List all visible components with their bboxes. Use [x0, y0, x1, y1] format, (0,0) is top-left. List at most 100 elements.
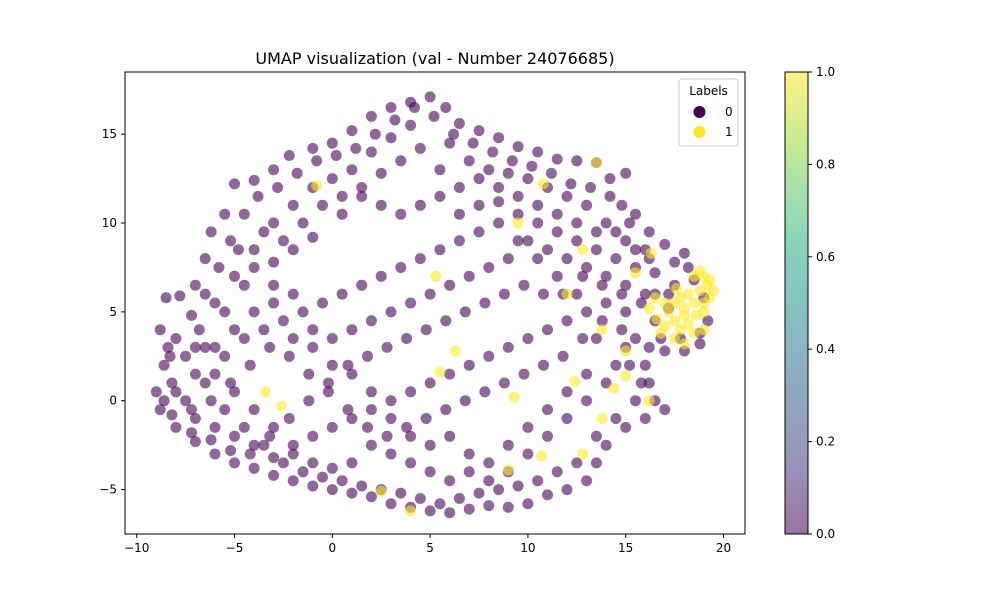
point-label-1-48: [260, 386, 272, 398]
point-label-1-25: [669, 333, 681, 344]
colorbar-frame: [784, 71, 809, 535]
point-label-0-198: [596, 315, 608, 327]
point-label-0-120: [287, 439, 299, 451]
point-label-0-110: [483, 350, 495, 362]
colorbar-tick-label: 0.4: [816, 342, 835, 356]
point-label-0-332: [493, 196, 505, 208]
point-label-0-241: [506, 155, 518, 167]
point-label-0-273: [189, 341, 201, 353]
point-label-0-114: [405, 386, 417, 398]
point-label-0-97: [610, 253, 622, 265]
point-label-0-285: [414, 493, 426, 504]
point-label-0-268: [287, 333, 299, 344]
point-label-0-366: [158, 395, 170, 407]
point-label-0-308: [444, 430, 456, 442]
point-label-0-54: [542, 489, 553, 501]
point-label-0-302: [561, 413, 573, 424]
point-label-0-22: [473, 125, 485, 137]
legend-label-1: 1: [725, 125, 733, 139]
point-label-0-132: [356, 279, 368, 291]
point-label-0-180: [405, 119, 417, 131]
point-label-0-171: [229, 270, 240, 282]
point-label-0-190: [620, 235, 632, 247]
point-label-0-67: [287, 475, 299, 487]
point-label-0-88: [434, 164, 446, 176]
point-label-0-231: [311, 155, 323, 167]
point-label-1-24: [655, 327, 667, 339]
x-tick-label: 5: [426, 541, 434, 555]
point-label-0-310: [405, 430, 417, 442]
point-label-0-258: [483, 262, 495, 273]
point-label-0-59: [444, 507, 456, 519]
point-label-0-47: [659, 404, 671, 416]
point-label-0-233: [350, 142, 362, 154]
point-label-0-197: [616, 324, 628, 336]
point-label-0-215: [264, 341, 276, 353]
point-label-0-94: [551, 208, 563, 220]
point-label-0-329: [434, 190, 446, 202]
point-label-0-34: [659, 238, 671, 250]
colorbar-tick-label: 0.6: [816, 250, 835, 264]
point-label-0-183: [483, 164, 495, 176]
point-label-0-188: [581, 199, 593, 211]
point-label-0-2: [154, 324, 166, 336]
point-label-0-297: [643, 377, 655, 389]
point-label-0-96: [590, 244, 602, 256]
point-label-1-57: [608, 382, 620, 394]
point-label-1-42: [434, 366, 446, 378]
point-label-0-192: [669, 256, 681, 268]
colorbar-tick-label: 0.2: [816, 435, 835, 449]
point-label-0-72: [189, 436, 201, 448]
point-label-0-213: [303, 368, 315, 380]
point-label-0-172: [248, 244, 260, 256]
point-label-0-331: [473, 199, 485, 211]
point-label-0-164: [229, 430, 240, 442]
point-label-0-168: [189, 368, 201, 380]
point-label-0-367: [162, 341, 174, 353]
point-label-0-45: [635, 377, 647, 389]
point-label-0-307: [463, 448, 475, 460]
point-label-0-330: [453, 208, 465, 220]
point-label-0-206: [440, 404, 452, 416]
point-label-0-262: [405, 297, 417, 309]
point-label-0-85: [375, 167, 387, 179]
point-label-0-226: [225, 235, 237, 247]
point-label-1-12: [659, 297, 671, 309]
point-label-0-199: [577, 333, 589, 344]
point-label-0-250: [639, 288, 651, 300]
y-tick-label: 5: [109, 305, 117, 319]
point-label-0-134: [395, 262, 407, 273]
point-label-0-334: [532, 217, 544, 229]
x-tick-label: 15: [618, 541, 633, 555]
point-label-0-219: [186, 404, 197, 416]
point-label-0-80: [268, 256, 280, 268]
point-label-0-158: [346, 457, 358, 469]
point-label-0-116: [365, 404, 377, 416]
point-label-0-240: [487, 146, 499, 158]
point-label-0-144: [590, 333, 602, 344]
point-label-1-36: [577, 244, 589, 256]
point-label-0-3: [160, 292, 172, 304]
point-label-0-356: [342, 359, 354, 371]
point-label-0-355: [362, 350, 373, 362]
point-label-0-229: [272, 182, 284, 193]
point-label-0-159: [326, 462, 338, 474]
point-label-0-333: [512, 208, 524, 220]
point-label-0-57: [483, 500, 495, 512]
point-label-0-50: [600, 439, 612, 451]
point-label-0-354: [381, 341, 393, 353]
point-label-0-38: [702, 315, 714, 327]
point-label-0-73: [170, 421, 182, 433]
point-label-0-201: [538, 359, 549, 371]
point-label-0-208: [401, 421, 413, 433]
point-label-0-74: [154, 404, 166, 416]
point-label-0-359: [283, 413, 295, 424]
point-label-0-235: [389, 114, 401, 126]
point-label-1-31: [651, 313, 663, 325]
point-label-0-147: [561, 386, 573, 398]
point-label-0-203: [498, 377, 510, 389]
point-label-1-51: [536, 450, 548, 462]
point-label-0-179: [385, 132, 397, 144]
point-label-0-44: [624, 359, 636, 371]
